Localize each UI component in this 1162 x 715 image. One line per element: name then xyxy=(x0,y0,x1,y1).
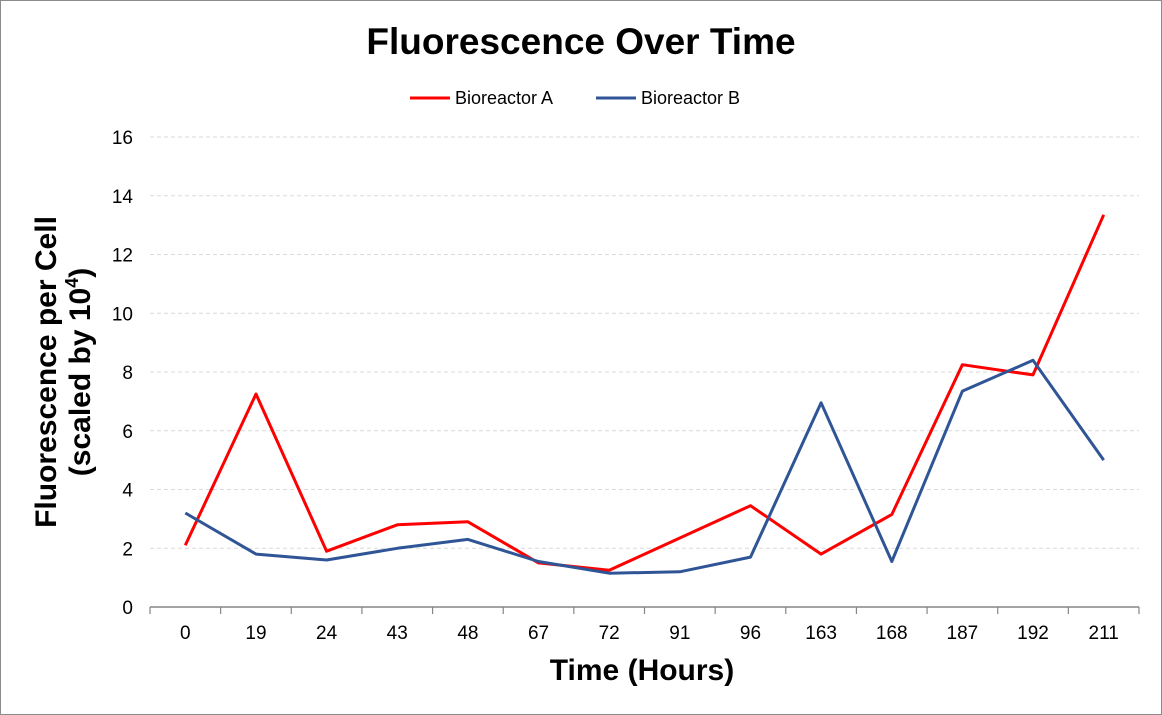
x-tick-label: 163 xyxy=(805,623,837,644)
x-axis: 0 19 24 43 48 67 72 91 96 163 168 187 192 211 xyxy=(149,606,1140,644)
x-tick-label: 211 xyxy=(1089,623,1119,644)
x-axis-title: Time (Hours) xyxy=(550,654,734,687)
legend-label: Bioreactor B xyxy=(641,88,740,108)
y-axis-title-suffix: ) xyxy=(64,268,97,278)
x-tick-label: 192 xyxy=(1017,623,1049,644)
y-tick-label: 2 xyxy=(122,539,133,560)
x-tick-label: 72 xyxy=(599,623,620,644)
legend-label: Bioreactor A xyxy=(455,88,553,108)
y-tick-label: 14 xyxy=(112,187,134,208)
y-axis-title-prefix: (scaled by 10 xyxy=(64,288,97,476)
y-tick-label: 8 xyxy=(122,363,133,384)
x-tick-label: 19 xyxy=(245,623,266,644)
y-tick-label: 6 xyxy=(122,422,133,443)
x-tick-label: 24 xyxy=(316,623,338,644)
y-tick-label: 0 xyxy=(122,598,133,619)
y-axis-title-line2: (scaled by 104) xyxy=(62,268,97,476)
x-tick-label: 187 xyxy=(947,623,979,644)
x-tick-label: 96 xyxy=(740,623,761,644)
series-lines xyxy=(183,214,1106,575)
x-tick-label: 0 xyxy=(180,623,191,644)
y-axis-ticks: 0 2 4 6 8 10 12 14 16 xyxy=(112,128,134,619)
x-tick-label: 168 xyxy=(876,623,908,644)
gridlines xyxy=(150,136,1139,549)
y-tick-label: 4 xyxy=(122,481,133,502)
series-line-bioreactor-a xyxy=(183,214,1106,572)
x-tick-label: 43 xyxy=(387,623,408,644)
y-tick-label: 10 xyxy=(112,304,133,325)
y-tick-label: 12 xyxy=(112,246,133,267)
y-axis-title-sup: 4 xyxy=(62,278,82,288)
x-tick-label: 48 xyxy=(457,623,478,644)
x-tick-label: 91 xyxy=(669,623,690,644)
chart-title: Fluorescence Over Time xyxy=(366,21,795,62)
y-tick-label: 16 xyxy=(112,128,133,149)
legend: Bioreactor A Bioreactor B xyxy=(410,88,740,108)
series-line-bioreactor-b xyxy=(184,358,1105,575)
y-axis-title-line1: Fluorescence per Cell xyxy=(30,216,63,528)
y-axis-title: Fluorescence per Cell (scaled by 104) xyxy=(30,216,97,528)
x-tick-label: 67 xyxy=(528,623,549,644)
